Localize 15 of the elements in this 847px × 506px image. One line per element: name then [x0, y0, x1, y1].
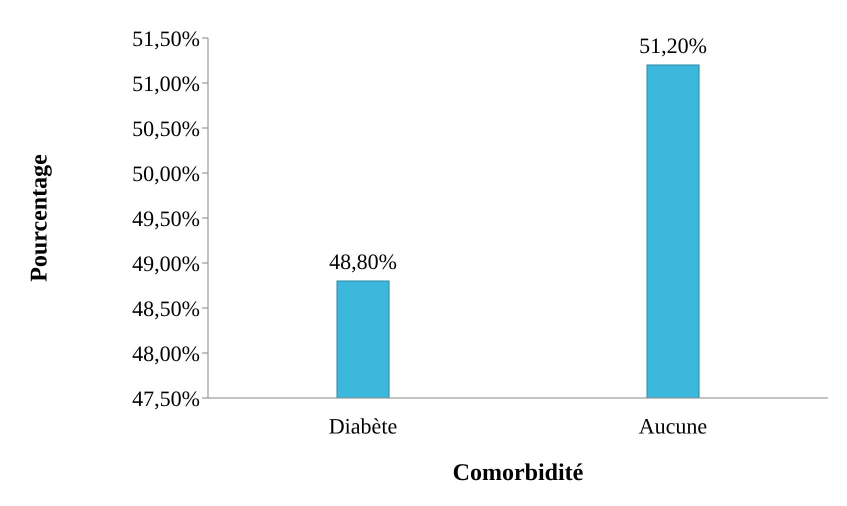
y-tick-label: 47,50% — [132, 386, 200, 411]
y-tick-label: 49,50% — [132, 206, 200, 231]
y-axis-title: Pourcentage — [26, 154, 53, 282]
data-label: 48,80% — [329, 249, 397, 274]
y-tick-label: 48,50% — [132, 296, 200, 321]
y-tick-label: 50,00% — [132, 160, 200, 186]
y-tick-label: 49,00% — [132, 250, 200, 276]
y-tick-label: 51,50% — [132, 26, 200, 51]
y-tick-label: 51,00% — [132, 70, 200, 96]
data-label: 51,20% — [639, 33, 707, 58]
x-tick-label: Aucune — [638, 414, 708, 439]
y-tick-label: 48,00% — [132, 340, 200, 366]
x-axis-title: Comorbidité — [452, 460, 584, 486]
x-tick-label: Diabète — [328, 414, 398, 439]
y-tick-label: 50,50% — [132, 116, 200, 141]
